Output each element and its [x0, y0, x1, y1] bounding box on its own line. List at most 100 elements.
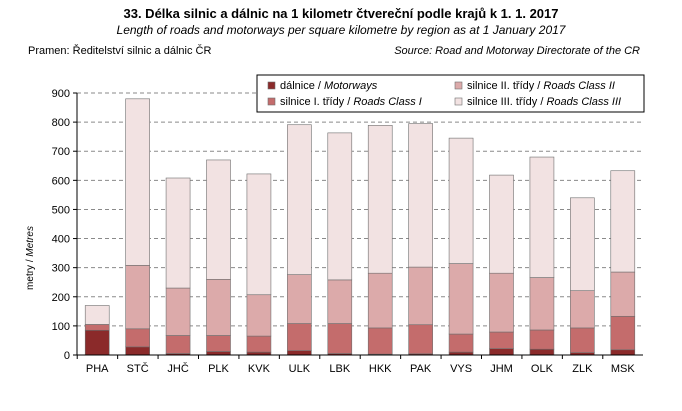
bar-segment — [287, 124, 312, 275]
bar-segment — [367, 125, 393, 274]
x-tick-label: PHA — [86, 363, 109, 375]
y-tick-label: 300 — [52, 263, 70, 275]
legend-label-en: Roads Class II — [543, 80, 615, 92]
bar-segment — [529, 329, 555, 350]
bar-segment — [84, 329, 110, 356]
bar-segment — [448, 333, 474, 353]
bar-segment — [367, 327, 393, 355]
bar-segment — [529, 277, 555, 331]
bar-segment — [165, 287, 191, 336]
x-tick-label: KVK — [248, 363, 271, 375]
x-tick-label: JHM — [490, 363, 513, 375]
bar-segment — [570, 290, 595, 329]
bar-segment — [206, 279, 231, 336]
gridlines — [77, 92, 643, 327]
bar-segment — [84, 305, 110, 325]
source-right: Source: Road and Motorway Directorate of… — [394, 45, 640, 57]
bar-segment — [610, 315, 636, 351]
bars — [84, 98, 636, 356]
bar-segment — [489, 331, 514, 349]
x-tick-label: HKK — [369, 363, 392, 375]
legend-label-cs: dálnice / — [280, 80, 324, 92]
legend-label: silnice II. třídy / Roads Class II — [467, 80, 615, 92]
y-axis-label: metry / Metres — [25, 226, 36, 290]
bar-segment — [489, 272, 514, 333]
bar-segment — [125, 265, 150, 330]
y-tick-label: 600 — [52, 175, 70, 187]
source-left: Pramen: Ředitelství silnic a dálnic ČR — [28, 45, 212, 57]
bar-segment — [529, 348, 555, 356]
bar-segment — [327, 323, 353, 354]
legend-label: silnice I. třídy / Roads Class I — [280, 96, 422, 108]
x-tick-label: STČ — [127, 362, 149, 375]
x-tick-label: ZLK — [572, 363, 593, 375]
y-tick-label: 900 — [52, 88, 70, 100]
bar-segment — [408, 123, 433, 268]
axes: 0 100 200 300 400 500 600 700 800 900 PHA STČ JHČ PLK… — [52, 88, 643, 375]
y-tick-label: 500 — [52, 204, 70, 216]
y-axis-label-en: Metres — [25, 226, 36, 257]
legend: dálnice / Motorways silnice I. třídy / Ro… — [256, 74, 645, 113]
bar-segment — [246, 335, 272, 353]
y-tick-label: 100 — [52, 321, 70, 333]
legend-swatch — [454, 81, 463, 90]
x-tick-label: MSK — [611, 363, 636, 375]
bar-segment — [448, 263, 474, 335]
bar-segment — [165, 335, 191, 354]
legend-label-en: Roads Class III — [546, 96, 621, 108]
bar-segment — [570, 327, 595, 353]
bar-segment — [448, 137, 474, 264]
legend-label: silnice III. třídy / Roads Class III — [467, 96, 621, 108]
y-axis-label-cs: metry — [25, 265, 36, 290]
y-tick-label: 800 — [52, 117, 70, 129]
bar-segment — [287, 350, 312, 356]
legend-label-cs: silnice I. třídy / — [280, 96, 353, 108]
bar-segment — [246, 294, 272, 337]
bar-segment — [570, 197, 595, 291]
bar-segment — [165, 177, 191, 289]
y-tick-label: 400 — [52, 234, 70, 246]
legend-swatch — [267, 97, 276, 106]
legend-label-en: Motorways — [324, 80, 378, 92]
legend-box — [256, 74, 645, 113]
legend-label: dálnice / Motorways — [280, 80, 378, 92]
x-tick-label: PAK — [410, 363, 432, 375]
legend-swatch — [454, 97, 463, 106]
bar-segment — [287, 323, 312, 351]
x-tick-label: VYS — [450, 363, 472, 375]
bar-segment — [125, 98, 150, 266]
x-tick-label: PLK — [208, 363, 229, 375]
bar-segment — [489, 174, 514, 274]
y-tick-label: 0 — [64, 350, 70, 362]
x-tick-label: LBK — [329, 363, 350, 375]
bar-segment — [367, 272, 393, 329]
x-tick-label: OLK — [531, 363, 554, 375]
bar-segment — [84, 324, 110, 331]
bar-segment — [610, 170, 636, 273]
bar-segment — [327, 279, 353, 324]
legend-label-en: Roads Class I — [353, 96, 421, 108]
y-tick-label: 700 — [52, 146, 70, 158]
bar-segment — [125, 346, 150, 356]
bar-segment — [529, 156, 555, 278]
y-tick-label: 200 — [52, 292, 70, 304]
bar-segment — [489, 348, 514, 356]
bar-segment — [327, 132, 353, 281]
bar-segment — [408, 266, 433, 326]
x-tick-label: ULK — [289, 363, 311, 375]
legend-label-cs: silnice III. třídy / — [467, 96, 546, 108]
bar-segment — [206, 159, 231, 280]
legend-label-cs: silnice II. třídy / — [467, 80, 543, 92]
bar-segment — [206, 351, 231, 356]
chart-subtitle: Length of roads and motorways per square… — [116, 23, 566, 37]
bar-segment — [408, 324, 433, 355]
chart-title: 33. Délka silnic a dálnic na 1 kilometr … — [123, 6, 559, 21]
bar-segment — [610, 271, 636, 317]
x-tick-label: JHČ — [167, 362, 188, 375]
bar-segment — [125, 328, 150, 348]
legend-swatch — [267, 81, 276, 90]
bar-segment — [246, 173, 272, 296]
bar-segment — [287, 274, 312, 324]
bar-segment — [610, 349, 636, 356]
